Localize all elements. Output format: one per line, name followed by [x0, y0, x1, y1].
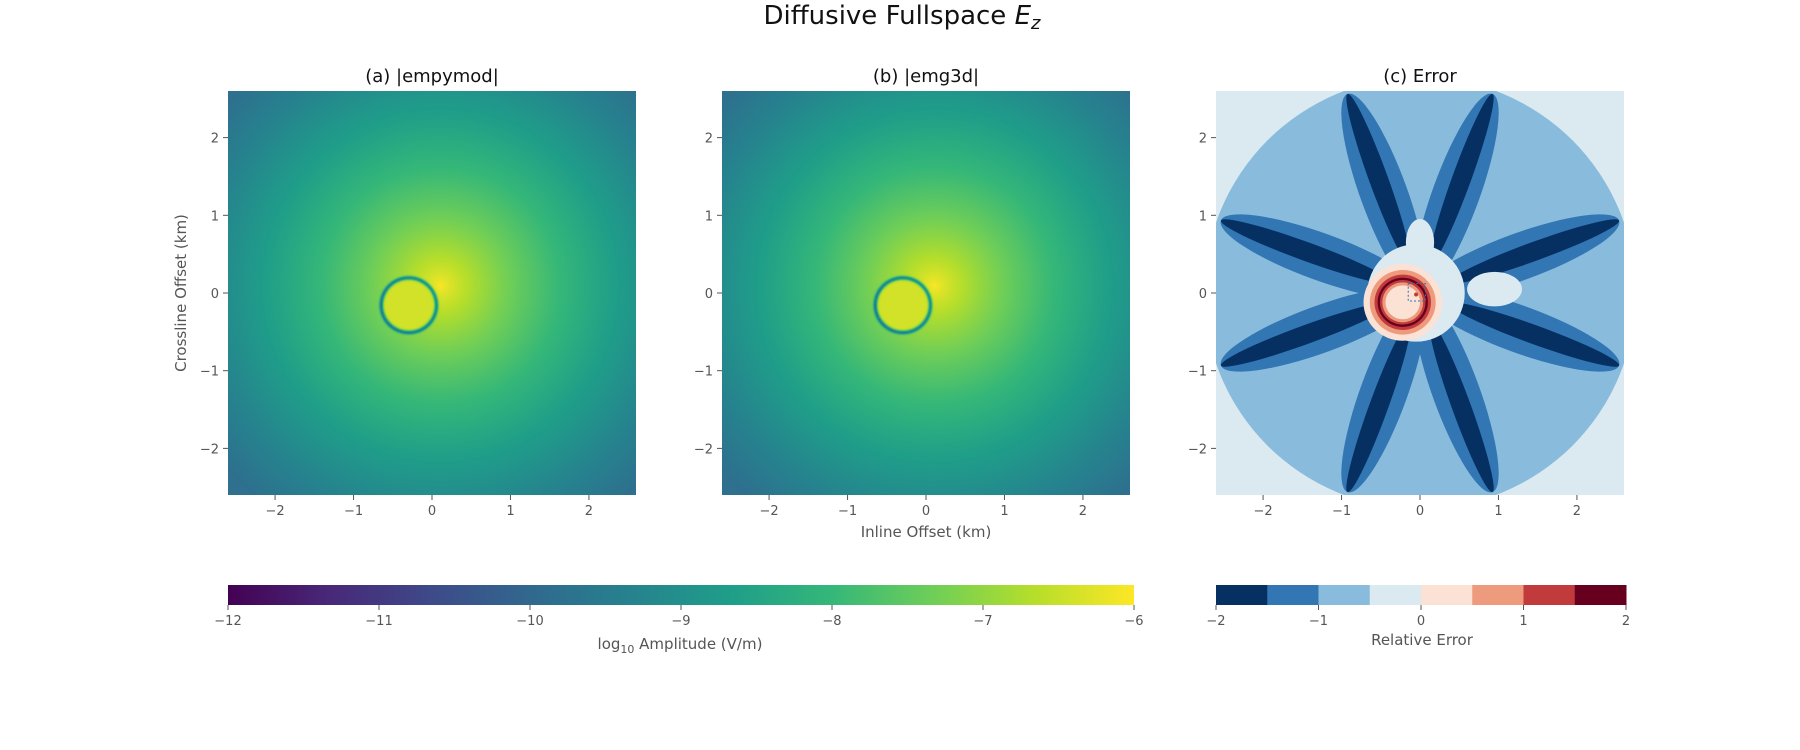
y-tick-label: −1	[694, 365, 713, 380]
panel-c-error-contours	[1216, 91, 1624, 495]
error-band	[1220, 302, 1391, 367]
y-tick-label: −1	[200, 365, 219, 380]
error-colorbar-segment	[1267, 585, 1319, 605]
panel-a-ticks: −2 −1 0 1 2 −2 −1 0 1 2	[200, 132, 593, 519]
colorbar-tick-label: 2	[1622, 614, 1630, 629]
panel-c-title: (c) Error	[1383, 66, 1457, 87]
y-tick-label: 0	[1199, 287, 1207, 302]
colorbar-tick-label: −11	[365, 614, 392, 629]
x-tick-label: 0	[1416, 504, 1424, 519]
x-tick-label: 2	[1573, 504, 1581, 519]
error-colorbar	[1216, 585, 1627, 605]
x-tick-label: −2	[1253, 504, 1272, 519]
x-tick-label: −1	[838, 504, 857, 519]
error-colorbar-segment	[1574, 585, 1627, 605]
error-band	[1220, 219, 1391, 284]
colorbar-tick-label: −9	[671, 614, 690, 629]
amplitude-colorbar	[228, 585, 1134, 605]
figure-title: Diffusive Fullspace Ez	[764, 1, 1042, 34]
x-tick-label: 0	[428, 504, 436, 519]
x-axis-label: Inline Offset (km)	[861, 523, 992, 541]
colorbar-tick-label: −8	[822, 614, 841, 629]
panel-a-heatmap	[228, 91, 636, 495]
colorbar-tick-label: 0	[1417, 614, 1425, 629]
y-tick-label: −2	[1188, 442, 1207, 457]
x-tick-label: 2	[585, 504, 593, 519]
error-colorbar-ticks: −2 −1 0 1 2	[1206, 605, 1630, 629]
y-tick-label: 1	[705, 209, 713, 224]
error-colorbar-segment	[1472, 585, 1524, 605]
error-band	[1407, 283, 1426, 302]
panel-b-heatmap	[722, 91, 1130, 495]
y-tick-label: 2	[211, 132, 219, 147]
y-tick-label: −2	[200, 442, 219, 457]
colorbar-tick-label: −2	[1206, 614, 1225, 629]
panel-b-title: (b) |emg3d|	[873, 66, 979, 87]
y-tick-label: −1	[1188, 365, 1207, 380]
colorbar-tick-label: −12	[214, 614, 241, 629]
x-tick-label: 1	[1494, 504, 1502, 519]
error-band	[1449, 302, 1620, 367]
x-tick-label: 2	[1079, 504, 1087, 519]
x-tick-label: −2	[759, 504, 778, 519]
panel-b-ticks: −2 −1 0 1 2 −2 −1 0 1 2	[694, 132, 1087, 519]
error-colorbar-segment	[1216, 585, 1268, 605]
y-tick-label: 1	[1199, 209, 1207, 224]
panel-a-title: (a) |empymod|	[365, 66, 499, 87]
error-band	[1385, 285, 1420, 320]
error-band	[1429, 322, 1494, 493]
colorbar-tick-label: −7	[973, 614, 992, 629]
y-tick-label: 2	[705, 132, 713, 147]
x-tick-label: −1	[344, 504, 363, 519]
colorbar-tick-label: 1	[1519, 614, 1527, 629]
y-axis-label: Crossline Offset (km)	[172, 214, 190, 372]
y-tick-label: 0	[211, 287, 219, 302]
error-band	[1467, 271, 1522, 307]
colorbar-tick-label: −1	[1309, 614, 1328, 629]
x-tick-label: 0	[922, 504, 930, 519]
error-colorbar-label: Relative Error	[1371, 631, 1474, 649]
colorbar-tick-label: −6	[1124, 614, 1143, 629]
error-colorbar-segment	[1369, 585, 1422, 605]
amplitude-colorbar-label: log10 Amplitude (V/m)	[598, 635, 763, 656]
panel-c-ticks: −2 −1 0 1 2 −2 −1 0 1 2	[1188, 132, 1581, 519]
y-tick-label: −2	[694, 442, 713, 457]
error-colorbar-segment	[1421, 585, 1473, 605]
error-band	[1429, 93, 1494, 264]
error-band	[1449, 219, 1620, 284]
x-tick-label: 1	[506, 504, 514, 519]
x-tick-label: −2	[265, 504, 284, 519]
error-band	[1346, 93, 1411, 264]
y-tick-label: 2	[1199, 132, 1207, 147]
y-tick-label: 1	[211, 209, 219, 224]
colorbar-tick-label: −10	[516, 614, 543, 629]
x-tick-label: −1	[1332, 504, 1351, 519]
error-colorbar-segment	[1318, 585, 1371, 605]
amplitude-colorbar-ticks: −12 −11 −10 −9 −8 −7 −6	[214, 605, 1144, 629]
error-band	[1414, 292, 1419, 297]
error-band	[1346, 322, 1411, 493]
y-tick-label: 0	[705, 287, 713, 302]
x-tick-label: 1	[1000, 504, 1008, 519]
error-colorbar-segment	[1523, 585, 1576, 605]
